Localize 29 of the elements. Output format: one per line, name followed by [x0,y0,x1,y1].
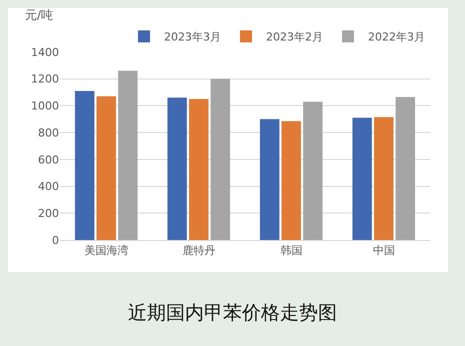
y-tick-label: 1400 [31,46,59,59]
bar [352,118,372,240]
bar [260,119,280,240]
y-tick-label: 400 [38,180,59,194]
x-tick-label: 韩国 [280,244,302,258]
y-tick-label: 600 [38,153,59,166]
legend-label: 2022年3月 [368,30,425,44]
x-tick-label: 美国海湾 [84,244,128,258]
x-tick-label: 鹿特丹 [182,244,216,258]
y-tick-label: 200 [38,206,59,220]
bar [74,90,94,240]
bar [396,96,416,240]
text: 近期国内甲苯价格走势图 [127,301,338,326]
bar [282,121,301,240]
bar [96,96,116,240]
bar [210,78,230,240]
bar [118,70,138,240]
legend-label: 2023年2月 [266,30,323,44]
y-tick-label: 1200 [31,72,59,86]
bar [303,102,323,240]
y-axis-title: 元/吨 [25,8,54,22]
bar [374,117,394,240]
y-tick-label: 800 [38,126,59,140]
y-tick-label: 0 [52,234,59,247]
x-tick-label: 中国 [372,244,395,258]
legend-label: 2023年3月 [164,30,221,44]
bar [189,99,208,240]
y-tick-label: 1000 [31,100,59,113]
bar [167,98,187,240]
